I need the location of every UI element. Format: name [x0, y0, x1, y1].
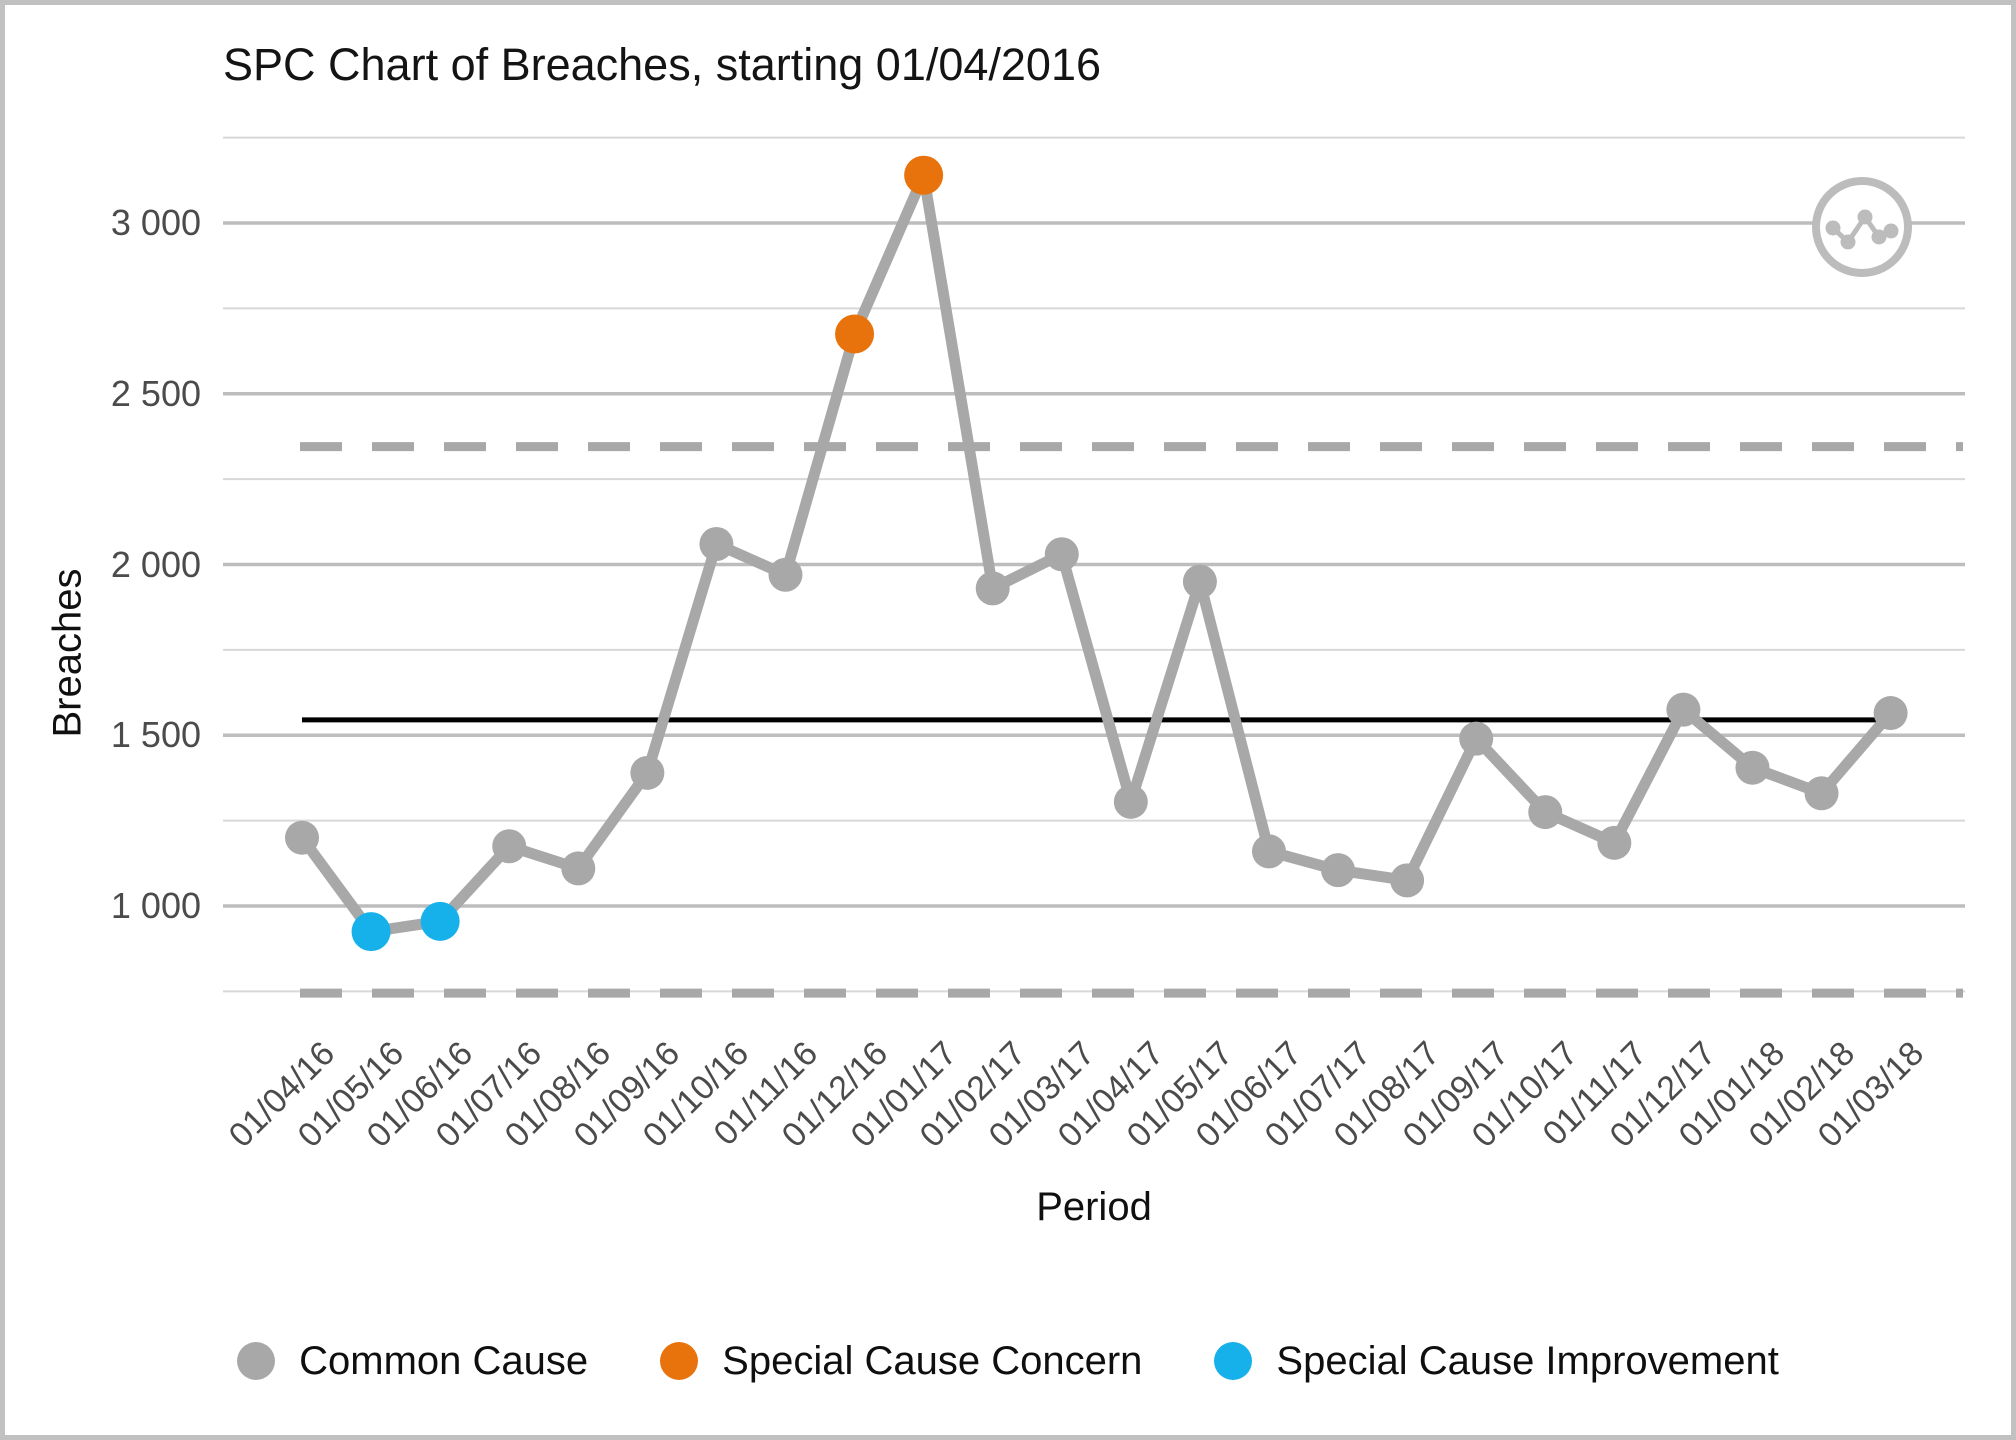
data-point-01-07-16-common	[492, 829, 527, 864]
line-chart-circle-logo-icon	[1812, 177, 1912, 277]
legend-item-special-cause-improvement: Special Cause Improvement	[1214, 1338, 1779, 1384]
data-point-01-06-16-improvement	[420, 901, 460, 941]
breaches-series-line	[296, 169, 1897, 938]
data-point-01-08-17-common	[1390, 863, 1425, 898]
data-point-01-05-17-common	[1182, 564, 1217, 599]
common-cause-dot-icon	[237, 1342, 276, 1380]
logo-dot	[1871, 229, 1887, 245]
legend-item-special-cause-concern: Special Cause Concern	[660, 1339, 1142, 1384]
chart-title: SPC Chart of Breaches, starting 01/04/20…	[223, 39, 1102, 90]
spc-chart-plot	[223, 136, 1965, 998]
data-point-01-03-17-common	[1044, 537, 1079, 572]
data-point-01-11-17-common	[1597, 825, 1632, 860]
legend-label: Special Cause Concern	[722, 1338, 1143, 1383]
data-point-01-01-17-concern	[904, 155, 944, 195]
data-point-01-08-16-common	[561, 851, 596, 886]
y-tick-label: 3 000	[110, 202, 201, 243]
special-cause-concern-dot-icon	[660, 1342, 699, 1380]
data-point-01-09-16-common	[630, 755, 665, 790]
data-point-01-10-17-common	[1528, 795, 1563, 830]
data-point-01-05-16-improvement	[351, 912, 391, 952]
data-point-01-02-18-common	[1804, 776, 1839, 811]
chart-legend: Common Cause Special Cause Concern Speci…	[5, 1331, 2011, 1391]
logo-dot	[1825, 220, 1841, 236]
logo-ring	[1812, 177, 1912, 277]
legend-label: Common Cause	[299, 1338, 589, 1383]
data-point-01-04-16-common	[285, 820, 319, 855]
data-point-01-09-17-common	[1459, 721, 1494, 756]
logo-dot	[1840, 234, 1856, 250]
data-point-01-10-16-common	[699, 527, 734, 562]
data-point-01-04-17-common	[1113, 784, 1148, 819]
data-point-01-07-17-common	[1321, 853, 1356, 888]
data-point-01-11-16-common	[768, 557, 803, 592]
data-point-01-12-16-concern	[835, 314, 875, 354]
y-tick-label: 2 500	[110, 372, 201, 414]
data-point-01-03-18-common	[1873, 696, 1908, 731]
special-cause-improvement-dot-icon	[1214, 1342, 1253, 1380]
y-tick-label: 1 500	[110, 714, 201, 756]
data-point-01-01-18-common	[1735, 750, 1770, 785]
x-axis-title: Period	[1036, 1185, 1152, 1229]
legend-item-common-cause: Common Cause	[237, 1339, 588, 1384]
y-tick-label: 1 000	[110, 885, 201, 926]
logo-dot	[1857, 209, 1873, 225]
legend-label: Special Cause Improvement	[1276, 1338, 1779, 1383]
y-tick-label: 2 000	[110, 543, 201, 585]
data-point-01-12-17-common	[1666, 692, 1701, 727]
logo-dot	[1883, 223, 1899, 239]
data-point-01-06-17-common	[1251, 834, 1286, 869]
data-point-01-02-17-common	[975, 571, 1010, 606]
y-axis-title: Breaches	[45, 568, 90, 738]
